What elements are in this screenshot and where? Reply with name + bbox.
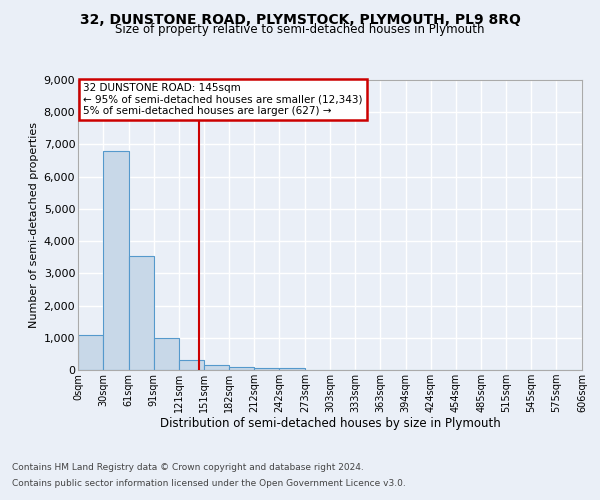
Text: Contains public sector information licensed under the Open Government Licence v3: Contains public sector information licen… <box>12 478 406 488</box>
Bar <box>129 256 154 370</box>
Text: 32, DUNSTONE ROAD, PLYMSTOCK, PLYMOUTH, PL9 8RQ: 32, DUNSTONE ROAD, PLYMSTOCK, PLYMOUTH, … <box>80 12 520 26</box>
Bar <box>229 367 254 370</box>
Text: Contains HM Land Registry data © Crown copyright and database right 2024.: Contains HM Land Registry data © Crown c… <box>12 464 364 472</box>
Text: Size of property relative to semi-detached houses in Plymouth: Size of property relative to semi-detach… <box>115 22 485 36</box>
Bar <box>103 151 129 370</box>
Bar <box>179 360 203 370</box>
Bar <box>279 368 305 370</box>
Y-axis label: Number of semi-detached properties: Number of semi-detached properties <box>29 122 40 328</box>
Bar <box>254 368 279 370</box>
Bar <box>203 366 229 370</box>
Bar <box>78 334 103 370</box>
Text: Distribution of semi-detached houses by size in Plymouth: Distribution of semi-detached houses by … <box>160 418 500 430</box>
Text: 32 DUNSTONE ROAD: 145sqm
← 95% of semi-detached houses are smaller (12,343)
5% o: 32 DUNSTONE ROAD: 145sqm ← 95% of semi-d… <box>83 83 362 116</box>
Bar <box>154 338 179 370</box>
